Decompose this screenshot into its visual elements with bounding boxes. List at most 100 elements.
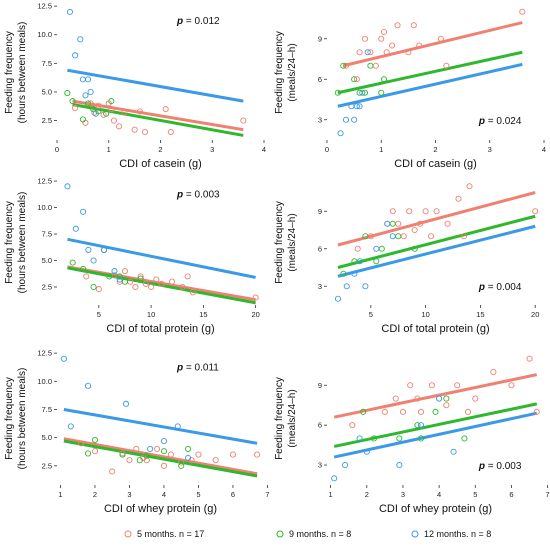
data-point-5m — [464, 408, 472, 415]
p-symbol: p — [176, 363, 183, 374]
data-point-5m — [466, 183, 473, 190]
data-point-5m — [383, 49, 390, 56]
data-point-5m — [533, 408, 540, 415]
data-point-5m — [433, 208, 440, 215]
trend-line-12m — [67, 237, 256, 279]
y-tick-label: 6 — [318, 244, 322, 253]
data-point-5m — [162, 106, 169, 113]
data-point-12m — [80, 208, 87, 215]
y-tick-label: 10.0 — [37, 30, 52, 39]
data-point-9m — [378, 89, 385, 96]
data-point-5m — [526, 355, 533, 362]
trend-line-9m — [72, 103, 244, 137]
data-point-12m — [342, 116, 350, 123]
data-point-12m — [116, 276, 123, 283]
y-axis-label: Feeding frequency (hours between meals) — [4, 368, 28, 470]
data-point-5m — [367, 49, 374, 56]
y-axis-label-line: Feeding frequency — [4, 31, 15, 114]
y-tick-label: 6 — [318, 75, 322, 84]
data-point-5m — [381, 408, 388, 415]
x-tick-label: 4 — [162, 490, 166, 499]
data-point-5m — [178, 459, 185, 466]
p-value: = 0.024 — [485, 116, 522, 127]
p-symbol: p — [478, 461, 485, 472]
p-value: = 0.012 — [183, 16, 220, 27]
data-point-5m — [417, 220, 424, 227]
data-point-5m — [428, 233, 435, 240]
y-axis-label: Feeding frequency (hours between meals) — [4, 22, 28, 124]
y-axis-label-line: (hours between meals) — [17, 192, 28, 294]
data-point-9m — [90, 106, 97, 113]
data-point-9m — [340, 62, 347, 69]
p-symbol: p — [176, 190, 183, 201]
data-point-5m — [342, 62, 350, 69]
data-point-9m — [79, 116, 86, 123]
x-tick-label: 1 — [107, 145, 111, 154]
data-point-5m — [460, 233, 468, 240]
data-point-5m — [148, 283, 155, 291]
data-point-9m — [137, 275, 144, 282]
y-axis-label: Feeding frequency (meals/24–h) — [274, 201, 298, 284]
data-point-9m — [340, 270, 347, 277]
x-tick-label: 0 — [325, 145, 329, 154]
data-point-5m — [153, 445, 161, 452]
data-point-5m — [361, 35, 369, 42]
data-point-5m — [121, 268, 129, 275]
data-point-12m — [72, 52, 79, 59]
y-axis-label-line: Feeding frequency — [274, 31, 285, 114]
data-point-12m — [351, 270, 358, 277]
trend-line-12m — [337, 224, 536, 278]
data-point-12m — [147, 445, 154, 452]
trend-line-12m — [67, 68, 244, 103]
p-value-annotation: p = 0.003 — [176, 190, 220, 201]
legend-label-12m: 12 months. n = 8 — [424, 529, 491, 539]
data-point-12m — [343, 283, 350, 290]
x-tick-label: 20 — [251, 310, 259, 319]
x-axis-label: CDI of casein (g) — [119, 158, 202, 170]
p-value: = 0.004 — [485, 282, 522, 293]
y-axis-label-line: Feeding frequency — [4, 201, 15, 284]
y-tick-label: 7.5 — [42, 405, 52, 414]
y-tick-label: 7.5 — [42, 230, 52, 239]
data-point-5m — [133, 445, 140, 452]
data-point-5m — [108, 106, 115, 113]
data-point-5m — [153, 276, 160, 283]
data-point-9m — [370, 435, 378, 442]
data-point-5m — [229, 451, 236, 458]
data-point-9m — [360, 408, 367, 415]
data-point-5m — [372, 62, 379, 69]
data-point-5m — [532, 208, 539, 215]
data-point-9m — [119, 451, 126, 458]
p-value-annotation: p = 0.003 — [478, 461, 522, 472]
data-point-12m — [85, 382, 92, 389]
y-tick-label: 10.0 — [37, 377, 52, 386]
legend-label-9m: 9 months. n = 8 — [289, 529, 351, 539]
x-tick-label: 10 — [421, 310, 429, 319]
data-point-5m — [472, 395, 479, 402]
x-tick-label: 4 — [542, 145, 546, 154]
data-point-9m — [80, 265, 87, 273]
data-point-5m — [389, 208, 396, 215]
data-point-5m — [136, 108, 143, 115]
data-point-9m — [380, 76, 388, 83]
trend-line-5m — [342, 21, 523, 68]
data-point-9m — [116, 273, 123, 280]
data-point-5m — [407, 382, 414, 389]
x-tick-label: 15 — [199, 310, 207, 319]
data-point-5m — [414, 395, 421, 402]
p-symbol: p — [478, 282, 485, 293]
data-point-5m — [121, 109, 128, 116]
data-point-5m — [437, 35, 444, 42]
data-point-9m — [106, 273, 113, 280]
legend-marker-9m — [276, 530, 284, 538]
data-point-9m — [362, 233, 369, 240]
x-axis-label: CDI of total protein (g) — [381, 323, 489, 335]
data-point-12m — [122, 400, 130, 407]
trend-line-12m — [337, 62, 523, 108]
data-point-9m — [69, 259, 76, 266]
panel-c: 5 10 15 20 2.5 5.0 7.5 10.0 12.5 CDI of total pro… — [4, 177, 260, 335]
y-tick-label: 12.5 — [37, 349, 52, 358]
x-tick-label: 7 — [265, 490, 269, 499]
